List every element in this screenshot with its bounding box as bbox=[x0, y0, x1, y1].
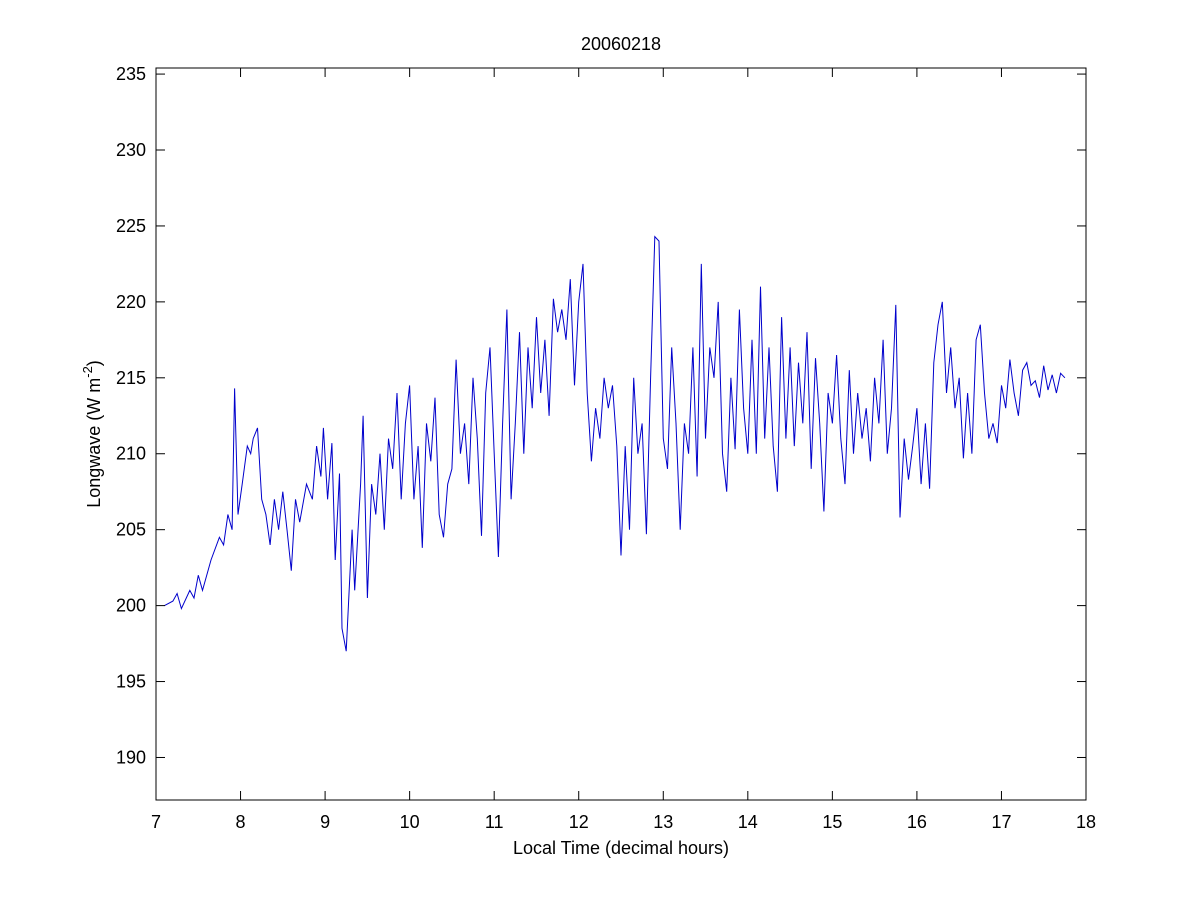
y-tick-label: 225 bbox=[116, 216, 146, 236]
data-line bbox=[164, 235, 1066, 652]
x-tick-label: 16 bbox=[907, 812, 927, 832]
y-tick-label: 190 bbox=[116, 747, 146, 767]
x-tick-label: 11 bbox=[485, 812, 504, 832]
y-axis-label-text: Longwave (W m bbox=[84, 378, 104, 508]
x-tick-label: 17 bbox=[991, 812, 1011, 832]
x-tick-label: 9 bbox=[320, 812, 330, 832]
y-tick-label: 230 bbox=[116, 140, 146, 160]
x-tick-label: 18 bbox=[1076, 812, 1096, 832]
x-tick-label: 12 bbox=[569, 812, 589, 832]
x-tick-label: 10 bbox=[400, 812, 420, 832]
y-axis-label-end: ) bbox=[84, 360, 104, 366]
x-tick-label: 14 bbox=[738, 812, 758, 832]
x-tick-label: 15 bbox=[822, 812, 842, 832]
y-tick-label: 235 bbox=[116, 64, 146, 84]
x-tick-label: 8 bbox=[236, 812, 246, 832]
y-tick-label: 215 bbox=[116, 368, 146, 388]
plot-frame bbox=[155, 67, 1087, 801]
x-tick-label: 7 bbox=[151, 812, 161, 832]
chart-title: 20060218 bbox=[581, 34, 661, 54]
y-tick-label: 205 bbox=[116, 520, 146, 540]
y-tick-label: 210 bbox=[116, 444, 146, 464]
x-axis-label: Local Time (decimal hours) bbox=[513, 838, 729, 858]
y-tick-label: 200 bbox=[116, 596, 146, 616]
y-tick-label: 195 bbox=[116, 672, 146, 692]
x-tick-label: 13 bbox=[653, 812, 673, 832]
y-axis-label: Longwave (W m-2) bbox=[80, 360, 104, 508]
y-tick-label: 220 bbox=[116, 292, 146, 312]
y-axis-label-superscript: -2 bbox=[80, 366, 95, 378]
